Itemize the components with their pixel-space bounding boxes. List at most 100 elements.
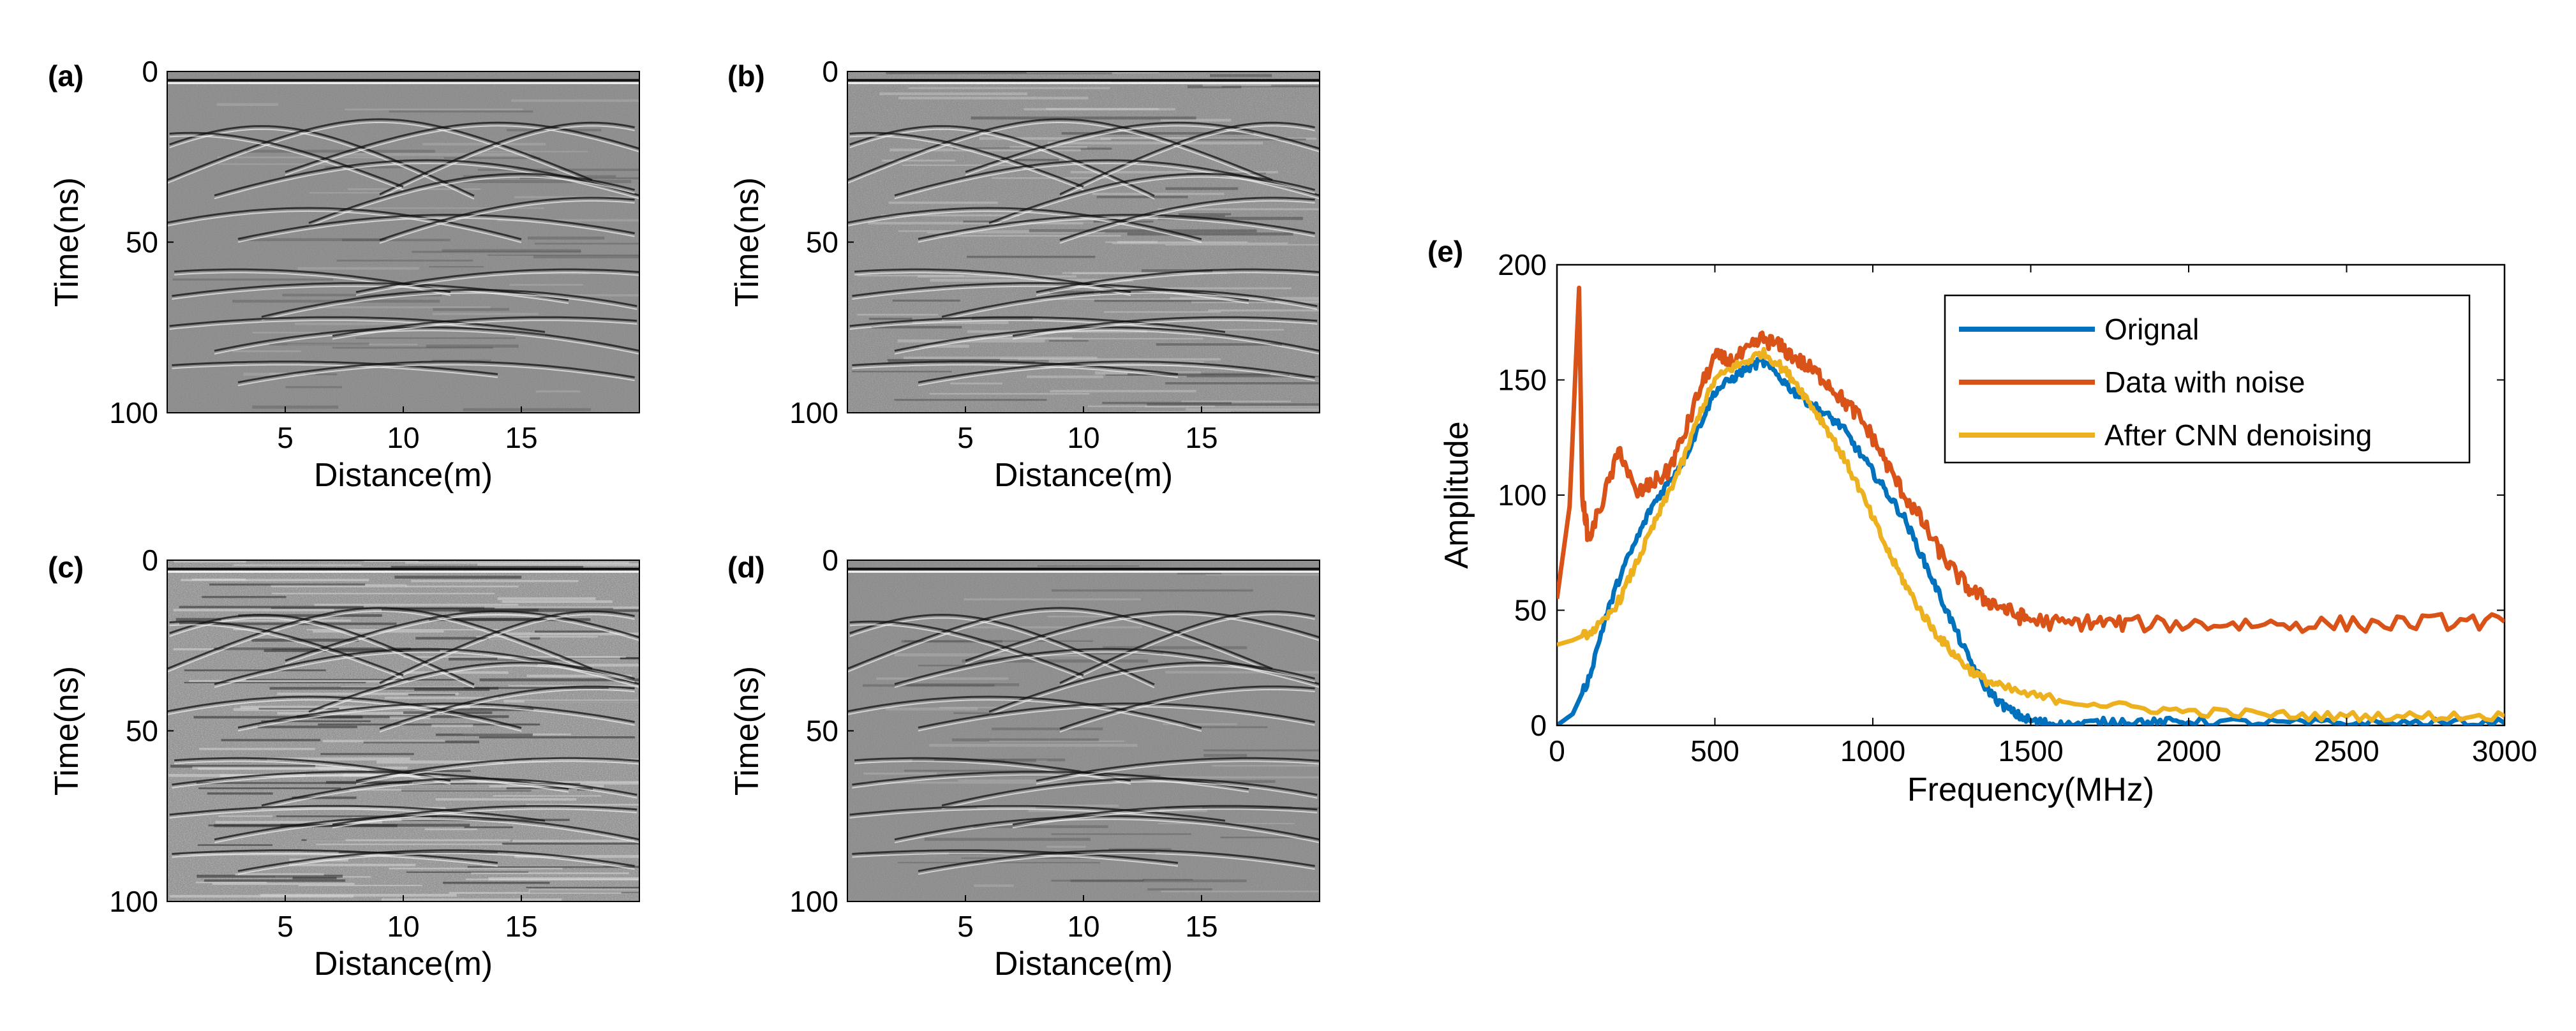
radargram-hyperbola-dark — [894, 815, 1320, 841]
x-axis-title: Distance(m) — [314, 457, 493, 494]
radargram-hyperbola-dark — [918, 360, 1315, 383]
radargram-hyperbola-light — [847, 210, 1202, 243]
radargram-hyperbola-light — [852, 285, 1249, 304]
radargram-hyperbolas — [167, 118, 640, 387]
radargram-panel-a: 5 10 15 0 50 100 Distance(m) Time(ns) (a) — [48, 55, 640, 494]
radargram-hyperbola-dark — [167, 695, 522, 729]
radargram-hyperbola-dark — [167, 607, 593, 670]
series-line-orignal — [1557, 356, 2505, 725]
radargram-direct-wave-light — [167, 82, 639, 84]
y-tick-label: 200 — [1498, 248, 1547, 281]
radargram-hyperbola-light — [167, 210, 522, 243]
radargram-hyperbola-light — [849, 808, 1226, 825]
radargram-hyperbolas — [847, 118, 1320, 387]
radargram-hyperbola-light — [379, 689, 635, 733]
radargram-hyperbola-light — [237, 706, 635, 732]
legend-label: Data with noise — [2104, 366, 2305, 399]
radargram-hyperbola-light — [169, 808, 546, 825]
y-axis-title: Time(ns) — [48, 666, 86, 796]
radargram-hyperbola-dark — [918, 702, 1315, 729]
radargram-direct-wave-dark — [847, 567, 1320, 570]
y-tick-label: 0 — [822, 544, 838, 577]
radargram-hyperbola-dark — [849, 620, 1084, 677]
radargram-hyperbola-dark — [237, 849, 635, 872]
panel-letter: (c) — [48, 551, 84, 584]
radargram-hyperbola-light — [918, 706, 1315, 732]
y-tick-label: 100 — [109, 885, 158, 918]
x-tick-label: 1000 — [1840, 734, 1905, 768]
radargram-hyperbola-dark — [847, 118, 1273, 181]
x-tick-label: 3000 — [2472, 734, 2537, 768]
radargram-hyperbola-light — [1059, 125, 1315, 198]
radargram-hyperbola-light — [332, 320, 637, 340]
radargram-hyperbola-dark — [894, 326, 1320, 352]
radargram-direct-wave-light — [847, 82, 1320, 84]
panel-letter: (b) — [727, 59, 765, 93]
radargram-hyperbola-dark — [849, 131, 1084, 188]
radargram-hyperbola-dark — [261, 777, 637, 807]
x-tick-label: 0 — [1549, 734, 1565, 768]
radargram-hyperbola-light — [172, 364, 498, 378]
legend: Orignal Data with noise After CNN denoisin… — [1944, 294, 2471, 464]
y-tick-label: 100 — [789, 885, 838, 918]
radargram-hyperbola-light — [379, 200, 635, 244]
x-tick-label: 15 — [1185, 910, 1217, 943]
radargram-hyperbola-light — [214, 819, 640, 843]
radargram-hyperbola-dark — [237, 360, 635, 383]
x-axis-title: Frequency(MHz) — [1907, 771, 2154, 808]
radargram-hyperbola-dark — [237, 214, 635, 240]
radargram-hyperbola-dark — [852, 849, 1179, 864]
radargram-hyperbola-light — [965, 614, 1320, 665]
panel-letter: (e) — [1427, 235, 1463, 268]
y-tick-label: 50 — [806, 226, 838, 259]
radargram-hyperbola-dark — [847, 207, 1202, 241]
radargram-hyperbola-light — [918, 852, 1315, 875]
radargram-hyperbola-light — [172, 774, 569, 793]
y-axis-title: Time(ns) — [48, 177, 86, 307]
radargram-hyperbola-dark — [169, 614, 475, 686]
radargram-hyperbola-dark — [169, 125, 475, 197]
spectrum-panel-e: 0 500 1000 1500 2000 2500 3000 0 50 100 150 200 Freq… — [1427, 235, 2537, 808]
radargram-hyperbola-light — [847, 610, 1273, 673]
radargram-hyperbola-dark — [1059, 121, 1315, 195]
radargram-hyperbola-light — [847, 121, 1273, 184]
x-tick-label: 10 — [387, 421, 419, 454]
radargram-hyperbola-light — [214, 330, 640, 355]
radargram-hyperbola-light — [169, 320, 546, 336]
radargram-hyperbola-dark — [169, 131, 404, 188]
radargram-hyperbola-dark — [849, 125, 1155, 197]
radargram-hyperbola-dark — [1012, 316, 1318, 337]
radargram-hyperbola-dark — [988, 661, 1315, 713]
radargram-hyperbola-dark — [237, 702, 635, 729]
radargram-hyperbola-dark — [308, 172, 635, 224]
radargram-hyperbola-light — [172, 285, 569, 304]
radargram-hyperbola-dark — [852, 360, 1179, 375]
y-tick-label: 0 — [142, 55, 158, 88]
x-tick-label: 10 — [387, 910, 419, 943]
radargram-hyperbola-light — [852, 364, 1179, 378]
y-axis-title: Time(ns) — [729, 177, 766, 307]
radargram-hyperbola-dark — [167, 118, 593, 181]
radargram-hyperbola-light — [167, 121, 593, 184]
radargram-hyperbola-dark — [332, 316, 637, 337]
x-tick-label: 500 — [1690, 734, 1739, 768]
radargram-hyperbola-light — [852, 774, 1249, 793]
x-tick-label: 10 — [1067, 910, 1099, 943]
radargram-hyperbola-light — [1012, 320, 1318, 340]
radargram-panel-c: 5 10 15 0 50 100 Distance(m) Time(ns) (c) — [48, 544, 640, 983]
x-axis-title: Distance(m) — [994, 457, 1173, 494]
x-tick-label: 10 — [1067, 421, 1099, 454]
y-tick-label: 50 — [806, 715, 838, 748]
radargram-hyperbola-dark — [965, 610, 1320, 662]
panel-letter: (d) — [727, 551, 765, 584]
radargram-hyperbola-light — [169, 624, 404, 679]
radargram-hyperbola-dark — [941, 777, 1318, 807]
radargram-hyperbola-dark — [285, 121, 640, 174]
radargram-hyperbola-dark — [847, 607, 1273, 670]
radargram-hyperbola-light — [1012, 808, 1318, 829]
radargram-hyperbola-dark — [169, 620, 404, 677]
radargram-hyperbola-light — [849, 624, 1084, 679]
radargram-hyperbola-light — [355, 272, 640, 296]
radargram-hyperbola-light — [308, 176, 635, 227]
radargram-hyperbola-dark — [332, 805, 637, 826]
